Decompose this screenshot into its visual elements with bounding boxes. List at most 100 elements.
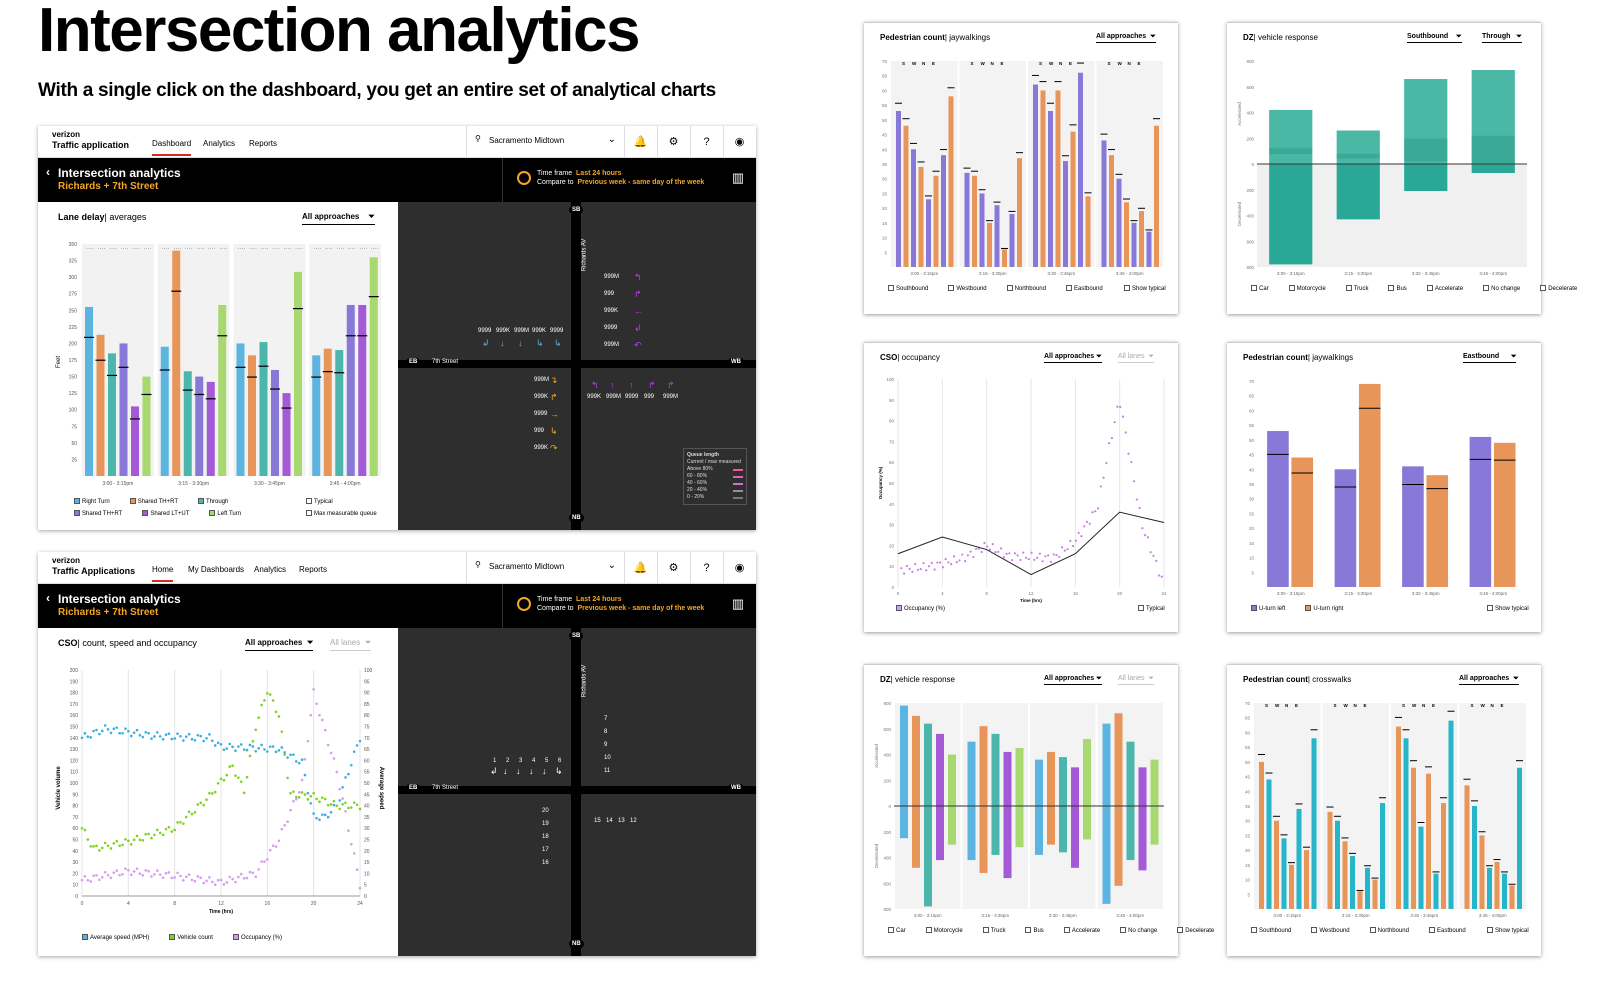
show-typical[interactable]: Show typical xyxy=(1487,927,1539,934)
speed-point xyxy=(216,741,220,745)
speed-point xyxy=(153,735,156,738)
occupancy-point xyxy=(92,874,95,877)
y-tick-label: 140 xyxy=(70,736,79,742)
back-chevron-icon[interactable]: ‹ xyxy=(46,165,50,179)
bar-chart-icon[interactable]: ▥ xyxy=(731,170,745,185)
movement-filter[interactable]: Through ⏷ xyxy=(1482,33,1522,43)
legend-item[interactable]: Eastbound xyxy=(1428,927,1476,934)
legend-item[interactable]: Truck xyxy=(1345,285,1379,292)
approach-filter[interactable]: All approaches ⏷ xyxy=(245,638,314,651)
speed-point xyxy=(135,728,139,732)
occupancy-point xyxy=(958,559,961,562)
approach-filter[interactable]: All approaches ⏷ xyxy=(1096,33,1156,43)
y2-tick-label: 5 xyxy=(364,883,367,889)
approach-filter[interactable]: All approaches ⏷ xyxy=(1044,353,1102,363)
legend-item[interactable]: Northbound xyxy=(1006,285,1056,292)
legend-item[interactable]: Northbound xyxy=(1369,927,1419,934)
legend-item[interactable]: Eastbound xyxy=(1065,285,1113,292)
count-point xyxy=(352,801,356,804)
lane-arrow-icon: ↲ xyxy=(482,338,490,348)
bar-chart-icon[interactable]: ▥ xyxy=(731,596,745,611)
legend-item[interactable]: No change xyxy=(1483,285,1530,292)
legend-item[interactable]: Westbound xyxy=(948,285,996,292)
legend-item[interactable]: Decelerate xyxy=(1540,285,1587,292)
nav-reports[interactable]: Reports xyxy=(299,565,328,574)
occupancy-point xyxy=(263,860,266,863)
count-point xyxy=(248,754,252,758)
legend-item[interactable]: Bus xyxy=(1388,285,1416,292)
count-point xyxy=(161,833,165,837)
show-typical[interactable]: Show typical xyxy=(1124,285,1176,292)
legend-item[interactable]: Bus xyxy=(1025,927,1053,934)
typical-legend[interactable]: Typical Max measurable queue xyxy=(306,496,387,520)
user-icon[interactable]: ◉ xyxy=(723,126,755,158)
legend-item[interactable]: Southbound xyxy=(1251,927,1301,934)
user-icon[interactable]: ◉ xyxy=(723,552,755,584)
approach-filter[interactable]: All approaches ⏷ xyxy=(1044,675,1102,685)
legend-item[interactable]: Car xyxy=(888,927,916,934)
legend-item[interactable]: Decelerate xyxy=(1177,927,1224,934)
bar-accelerate xyxy=(1138,767,1147,806)
bar xyxy=(1274,820,1279,909)
legend-item[interactable]: Truck xyxy=(982,927,1016,934)
back-chevron-icon[interactable]: ‹ xyxy=(46,591,50,605)
nav-home[interactable]: Home xyxy=(152,565,174,582)
approach-filter[interactable]: All approaches ⏷ xyxy=(302,212,375,225)
nav-analytics[interactable]: Analytics xyxy=(254,565,287,574)
show-typical[interactable]: Show typical xyxy=(1487,605,1539,612)
occupancy-point xyxy=(1141,527,1144,530)
nav-analytics[interactable]: Analytics xyxy=(203,139,236,148)
lane-value: 999M xyxy=(663,394,679,400)
legend-item[interactable]: Motorcycle xyxy=(925,927,973,934)
occupancy-point xyxy=(318,713,321,717)
nav-my-dashboards[interactable]: My Dashboards xyxy=(188,565,245,574)
help-icon[interactable]: ? xyxy=(690,126,722,158)
legend-item[interactable]: No change xyxy=(1120,927,1167,934)
nav-reports[interactable]: Reports xyxy=(249,139,278,148)
time-frame[interactable]: Time frame Last 24 hours Compare to Previ… xyxy=(502,584,712,628)
count-point xyxy=(147,832,150,836)
gear-icon[interactable]: ⚙ xyxy=(657,126,689,158)
y2-tick-label: 85 xyxy=(364,702,370,708)
bell-icon[interactable]: 🔔 xyxy=(624,552,656,584)
nav-dashboard[interactable]: Dashboard xyxy=(152,139,192,156)
y-tick-label: 90 xyxy=(889,398,895,403)
gear-icon[interactable]: ⚙ xyxy=(657,552,689,584)
dz-all-bar-chart: 800 600 400 200 0 200 400 600 800 Accelerated Dece… xyxy=(874,701,1164,918)
bell-icon[interactable]: 🔔 xyxy=(624,126,656,158)
legend-item[interactable]: Accelerate xyxy=(1426,285,1473,292)
occupancy-point xyxy=(1038,552,1041,555)
approach-filter[interactable]: All approaches ⏷ xyxy=(1459,675,1519,685)
direction-filter[interactable]: Southbound ⏷ xyxy=(1407,33,1462,43)
location-select[interactable]: ⚲ Sacramento Midtown ⌄ xyxy=(466,126,624,158)
count-point xyxy=(103,841,107,845)
x-tick-label: 16 xyxy=(1073,591,1079,596)
occupancy-point xyxy=(1008,552,1011,555)
direction-filter[interactable]: Eastbound ⏷ xyxy=(1463,353,1517,363)
occupancy-point xyxy=(338,787,342,791)
help-icon[interactable]: ? xyxy=(690,552,722,584)
count-point xyxy=(208,791,211,795)
legend-item[interactable]: Westbound xyxy=(1311,927,1359,934)
lane-filter[interactable]: All lanes ⏷ xyxy=(1118,675,1154,685)
speed-point xyxy=(344,776,347,779)
bar xyxy=(1048,111,1053,268)
occupancy-point xyxy=(1121,415,1125,418)
legend-item[interactable]: Motorcycle xyxy=(1288,285,1336,292)
legend-item[interactable]: Car xyxy=(1251,285,1279,292)
location-select[interactable]: ⚲ Sacramento Midtown ⌄ xyxy=(466,552,624,584)
lane-filter[interactable]: All lanes ⏷ xyxy=(330,638,372,651)
occupancy-point xyxy=(986,545,989,548)
speed-point xyxy=(294,760,298,763)
speed-point xyxy=(164,733,168,736)
filter-icon: ⏷ xyxy=(368,212,375,221)
typical-toggle[interactable]: Typical xyxy=(1138,605,1175,612)
direction-label: W xyxy=(1275,703,1280,708)
street-label: 7th Street xyxy=(432,359,459,365)
occupancy-point xyxy=(260,860,263,863)
legend-item[interactable]: Southbound xyxy=(888,285,938,292)
lane-filter[interactable]: All lanes ⏷ xyxy=(1118,353,1154,363)
count-point xyxy=(283,753,287,756)
time-frame[interactable]: Time frame Last 24 hours Compare to Previ… xyxy=(502,158,712,202)
legend-item[interactable]: Accelerate xyxy=(1063,927,1110,934)
